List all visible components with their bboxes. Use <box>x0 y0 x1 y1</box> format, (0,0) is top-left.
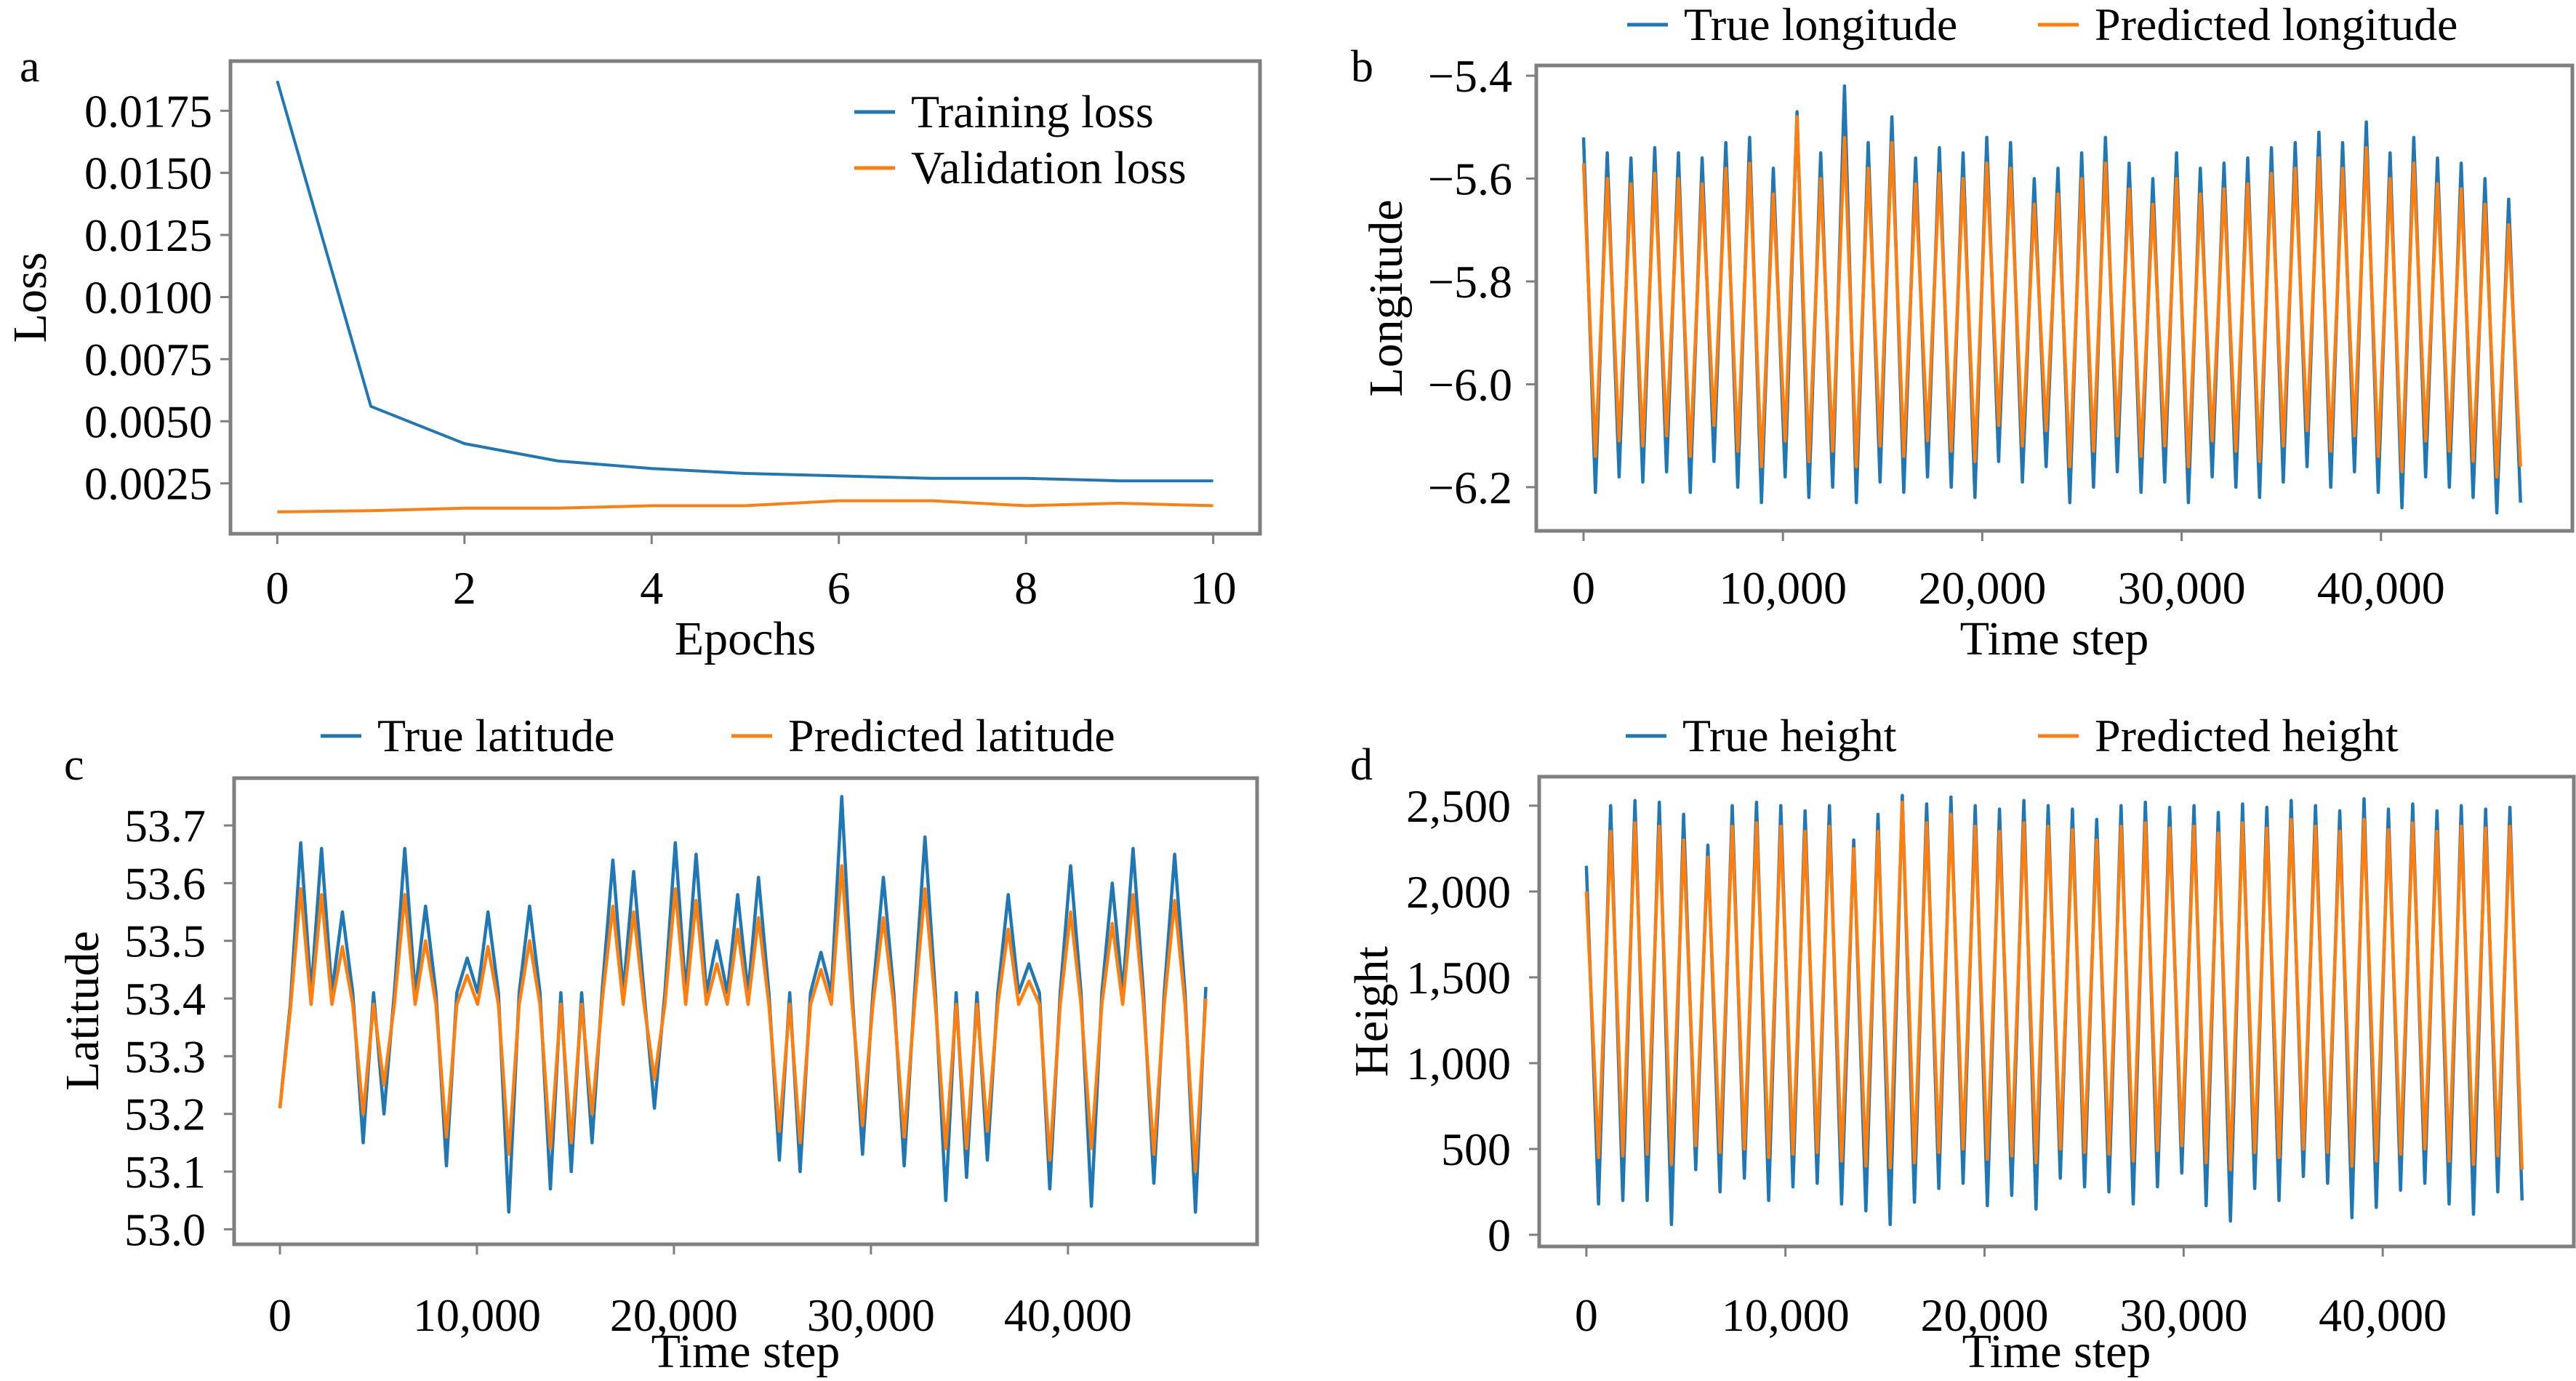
plot-area <box>1581 84 2522 515</box>
panel-a: a 0 2 4 6 8 10 0.0025 0.0050 0.0075 0.0100 0.0125 0.… <box>4 42 1262 665</box>
y-tick-label: −6.2 <box>1428 462 1512 513</box>
y-axis-label: Loss <box>4 252 57 343</box>
x-tick-label: 10 <box>1190 562 1237 614</box>
y-tick-label: 0.0075 <box>84 334 212 385</box>
legend-label: Predicted latitude <box>788 710 1115 761</box>
x-axis-label: Epochs <box>675 612 816 665</box>
panel-d: d 0 10,000 20,000 30,000 40,000 0 500 1,000 1,500… <box>1345 710 2576 1378</box>
y-tick-label: 53.3 <box>124 1030 206 1082</box>
panel-letter: a <box>20 42 40 92</box>
plot-area <box>278 795 1208 1214</box>
x-tick-label: 4 <box>640 562 663 614</box>
y-axis-label: Latitude <box>56 931 109 1091</box>
series-line-predicted <box>277 499 1213 513</box>
x-tick-label: 0 <box>268 1289 292 1341</box>
y-tick-label: 0.0125 <box>84 209 212 261</box>
panel-letter: d <box>1350 740 1373 790</box>
x-axis-label: Time step <box>1962 1325 2151 1378</box>
plot-area <box>1584 793 2524 1227</box>
legend-label: True latitude <box>377 710 615 761</box>
x-tick-label: 8 <box>1014 562 1038 614</box>
y-tick-label: 53.1 <box>124 1146 206 1198</box>
y-tick-label: 53.6 <box>124 857 206 909</box>
y-tick-label: 0.0175 <box>84 85 212 137</box>
x-tick-label: 40,000 <box>2317 562 2445 614</box>
y-tick-label: 500 <box>1441 1124 1511 1175</box>
x-tick-label: 10,000 <box>1719 562 1847 614</box>
plot-area <box>276 80 1213 513</box>
x-tick-label: 0 <box>1572 562 1595 614</box>
y-tick-label: 1,500 <box>1406 952 1511 1004</box>
y-tick-label: −5.4 <box>1428 50 1512 102</box>
x-axis-label: Time step <box>651 1325 840 1378</box>
panel-b: b 0 10,000 20,000 30,000 40,000 −6.2 −6.0 −5.8 −5… <box>1351 0 2575 665</box>
x-tick-label: 10,000 <box>1722 1289 1850 1341</box>
panel-letter: c <box>64 740 84 790</box>
y-tick-label: 53.5 <box>124 916 206 967</box>
x-tick-label: 10,000 <box>413 1289 541 1341</box>
y-tick-label: 0.0025 <box>84 458 212 510</box>
y-tick-label: 0.0150 <box>84 148 212 199</box>
y-tick-label: 53.4 <box>124 973 206 1025</box>
x-tick-label: 40,000 <box>2319 1289 2447 1341</box>
x-tick-label: 20,000 <box>1921 1289 2049 1341</box>
y-tick-label: 53.0 <box>124 1204 206 1255</box>
legend-label: Training loss <box>911 86 1154 137</box>
y-tick-label: −5.8 <box>1428 256 1512 308</box>
legend: True latitude Predicted latitude <box>321 710 1115 761</box>
x-tick-label: 40,000 <box>1004 1289 1132 1341</box>
x-axis-label: Time step <box>1960 612 2149 665</box>
legend: True longitude Predicted longitude <box>1627 0 2457 50</box>
y-tick-label: −6.0 <box>1428 359 1512 410</box>
x-tick-label: 20,000 <box>610 1289 738 1341</box>
y-tick-label: 0 <box>1488 1209 1511 1261</box>
y-tick-label: 2,500 <box>1406 780 1511 832</box>
legend-label: True longitude <box>1684 0 1957 50</box>
panel-letter: b <box>1351 42 1373 92</box>
legend-label: Validation loss <box>911 142 1187 193</box>
x-tick-label: 30,000 <box>2118 562 2246 614</box>
y-tick-label: 53.2 <box>124 1089 206 1140</box>
legend-label: Predicted height <box>2095 710 2399 761</box>
axes-frame <box>1534 63 2575 533</box>
x-tick-label: 20,000 <box>1918 562 2046 614</box>
y-axis-label: Longitude <box>1360 199 1413 396</box>
y-tick-label: −5.6 <box>1428 153 1512 205</box>
x-tick-label: 2 <box>453 562 476 614</box>
panel-c: c 0 10,000 20,000 30,000 40,000 53.0 53.1 53.2 53… <box>56 710 1259 1378</box>
y-tick-label: 1,000 <box>1406 1038 1511 1089</box>
legend-label: Predicted longitude <box>2095 0 2457 50</box>
axes-frame <box>1537 774 2576 1249</box>
x-tick-label: 6 <box>827 562 851 614</box>
series-line-true <box>278 795 1208 1214</box>
x-tick-label: 0 <box>265 562 289 614</box>
x-tick-label: 30,000 <box>2119 1289 2247 1341</box>
y-tick-label: 2,000 <box>1406 866 1511 918</box>
y-tick-label: 53.7 <box>124 800 206 852</box>
series-line-true <box>276 80 1213 483</box>
series-line-predicted <box>278 864 1208 1174</box>
x-tick-label: 0 <box>1575 1289 1598 1341</box>
axes-frame <box>232 776 1259 1246</box>
series-line-predicted <box>1581 115 2522 479</box>
y-axis-label: Height <box>1345 946 1398 1077</box>
legend: True height Predicted height <box>1626 710 2399 761</box>
series-line-predicted <box>1584 800 2524 1172</box>
y-tick-label: 0.0100 <box>84 271 212 323</box>
y-tick-label: 0.0050 <box>84 396 212 447</box>
x-tick-label: 30,000 <box>807 1289 935 1341</box>
legend-label: True height <box>1682 710 1897 761</box>
